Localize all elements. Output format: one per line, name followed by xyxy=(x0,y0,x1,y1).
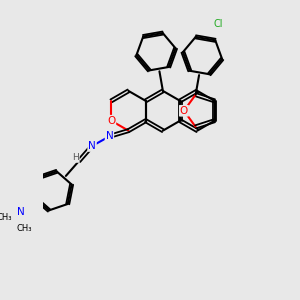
Text: N: N xyxy=(88,141,96,151)
Text: CH₃: CH₃ xyxy=(0,213,13,222)
Text: O: O xyxy=(180,106,188,116)
Text: Cl: Cl xyxy=(214,19,223,29)
Text: CH₃: CH₃ xyxy=(16,224,32,233)
Text: O: O xyxy=(107,116,116,126)
Text: H: H xyxy=(72,153,79,162)
Text: N: N xyxy=(17,207,25,217)
Text: N: N xyxy=(106,131,113,141)
